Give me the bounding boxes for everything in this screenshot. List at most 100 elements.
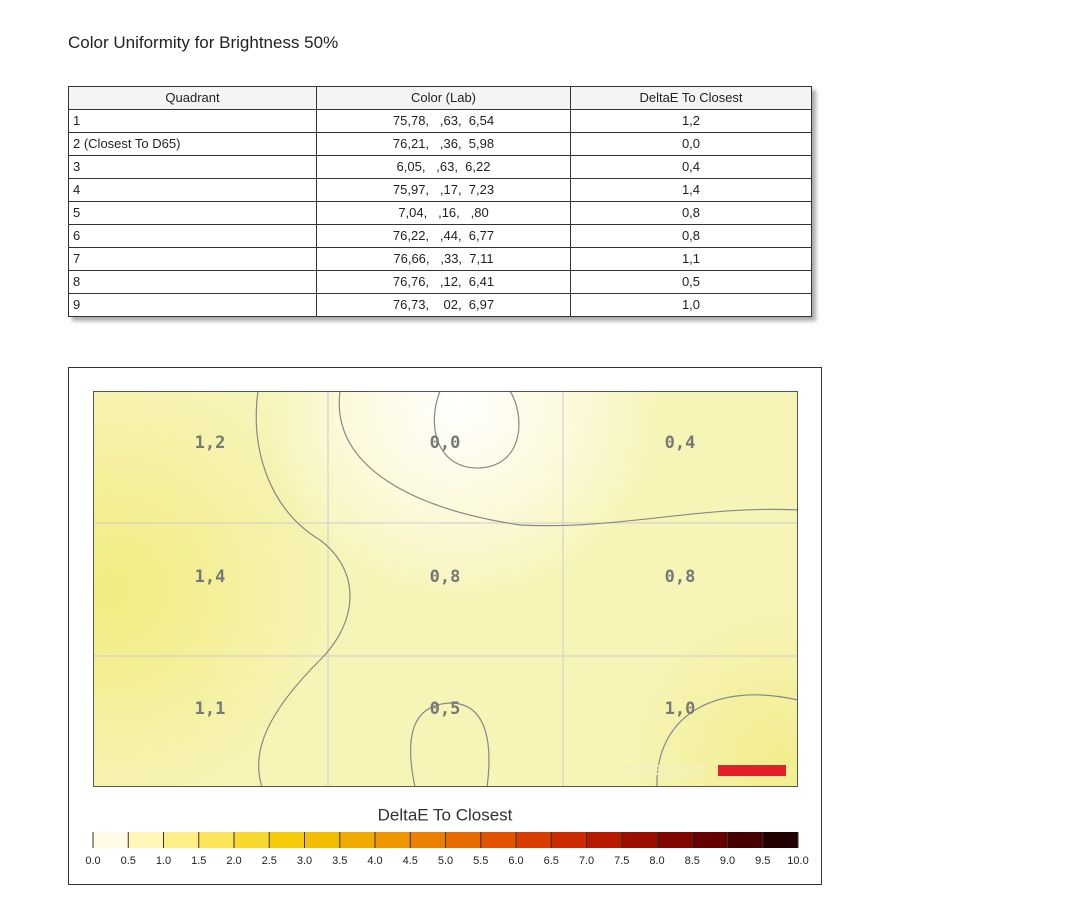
cell-label: 1,4 (195, 567, 226, 587)
shade (93, 391, 798, 787)
cell-label: 0,5 (430, 699, 461, 719)
scale-tick-label: 5.0 (438, 855, 453, 867)
color-bin (128, 832, 164, 848)
color-bin (234, 832, 270, 848)
table-cell: 3 (68, 155, 317, 179)
color-bin (516, 832, 552, 848)
scale-tick-label: 5.5 (473, 855, 488, 867)
scale-tick-label: 4.5 (403, 855, 418, 867)
scale-tick-label: 2.5 (262, 855, 277, 867)
table-row: 8 76,76, ,12, 6,41 0,5 (68, 270, 812, 294)
table-row: 5 7,04, ,16, ,80 0,8 (68, 201, 812, 225)
table-cell: 1,0 (570, 293, 812, 317)
color-bin (304, 832, 341, 848)
color-bin (762, 832, 799, 848)
color-bin (621, 832, 658, 848)
cell-label: 0,8 (430, 567, 461, 587)
table-cell: 76,76, ,12, 6,41 (316, 270, 571, 294)
color-bin (586, 832, 623, 848)
table-cell: 6,05, ,63, 6,22 (316, 155, 571, 179)
table-cell: 76,22, ,44, 6,77 (316, 224, 571, 248)
contour (338, 390, 799, 527)
table-cell: 76,66, ,33, 7,11 (316, 247, 571, 271)
cell-labels: 1,2 0,0 0,4 1,4 0,8 0,8 1,1 0,5 1,0 (195, 433, 696, 719)
scale-tick-label: 1.5 (191, 855, 206, 867)
table-cell: 1,1 (570, 247, 812, 271)
table-row: 3 6,05, ,63, 6,22 0,4 (68, 155, 812, 179)
heatmap-frame (68, 367, 822, 885)
table-cell: 75,97, ,17, 7,23 (316, 178, 571, 202)
table-row: 4 75,97, ,17, 7,23 1,4 (68, 178, 812, 202)
table-cell: 0,8 (570, 224, 812, 248)
table-cell: 0,5 (570, 270, 812, 294)
shade (93, 391, 798, 787)
scale-tick-label: 7.5 (614, 855, 629, 867)
cell-label: 1,2 (195, 433, 226, 453)
cell-label: 0,0 (430, 433, 461, 453)
scale-tick-label: 2.0 (226, 855, 241, 867)
table-cell: 5 (68, 201, 317, 225)
table-row: 2 (Closest To D65) 76,21, ,36, 5,98 0,0 (68, 132, 812, 156)
table-row: 6 76,22, ,44, 6,77 0,8 (68, 224, 812, 248)
color-bin (93, 832, 129, 848)
scale-tick-label: 0.0 (85, 855, 100, 867)
contour (433, 390, 520, 469)
table-row: 9 76,73, 02, 6,97 1,0 (68, 293, 812, 317)
color-bin (692, 832, 728, 848)
contour (410, 702, 490, 788)
color-bin (480, 832, 517, 848)
scale-tick-label: 9.0 (720, 855, 735, 867)
scale-tick-label: 6.0 (508, 855, 523, 867)
table-cell: 6 (68, 224, 317, 248)
table-cell: 8 (68, 270, 317, 294)
column-header: Quadrant (68, 86, 317, 110)
plot-border (93, 391, 798, 787)
page-title: Color Uniformity for Brightness 50% (68, 33, 339, 52)
table-cell: 2 (Closest To D65) (68, 132, 317, 156)
table-header: Quadrant Color (Lab) DeltaE To Closest (68, 86, 812, 110)
scale-tick-label: 7.0 (579, 855, 594, 867)
color-bin (727, 832, 764, 848)
shade (93, 391, 798, 787)
cell-label: 0,4 (665, 433, 696, 453)
color-bin (269, 832, 305, 848)
uniformity-table: Quadrant Color (Lab) DeltaE To Closest 1 75… (68, 86, 812, 317)
table-cell: 4 (68, 178, 317, 202)
scale-tick-label: 9.5 (755, 855, 770, 867)
cell-label: 1,0 (665, 699, 696, 719)
color-bin (410, 832, 446, 848)
scale-tick-label: 3.0 (297, 855, 312, 867)
table-body: 1 75,78, ,63, 6,54 1,2 2 (Closest To D65) 76… (68, 109, 812, 317)
brand-bar (718, 765, 786, 776)
table-cell: 0,4 (570, 155, 812, 179)
color-bin (551, 832, 587, 848)
column-header: Color (Lab) (316, 86, 571, 110)
cell-label: 1,1 (195, 699, 226, 719)
table-cell: 1,2 (570, 109, 812, 133)
scale-tick-label: 10.0 (787, 855, 808, 867)
cell-label: 0,8 (665, 567, 696, 587)
plot-background (93, 391, 798, 787)
color-scale: 0.0 0.5 1.0 1.5 2.0 2.5 3.0 3.5 4.0 4.5 5.0 5.5 6.0 6… (85, 832, 809, 867)
color-bin (657, 832, 693, 848)
grid (93, 391, 798, 787)
brand-logo: datacolor (625, 759, 706, 779)
scale-tick-label: 0.5 (121, 855, 136, 867)
table-cell: 1,4 (570, 178, 812, 202)
color-bin (339, 832, 376, 848)
table-row: 7 76,66, ,33, 7,11 1,1 (68, 247, 812, 271)
table-cell: 0,0 (570, 132, 812, 156)
table-cell: 76,73, 02, 6,97 (316, 293, 571, 317)
scale-tick-label: 8.0 (649, 855, 664, 867)
scale-tick-label: 4.0 (367, 855, 382, 867)
scale-tick-label: 1.0 (156, 855, 171, 867)
scale-tick-label: 6.5 (544, 855, 559, 867)
color-bin (163, 832, 200, 848)
contours (255, 390, 799, 788)
scale-tick-label: 8.5 (685, 855, 700, 867)
scale-tick-label: 3.5 (332, 855, 347, 867)
table-cell: 7 (68, 247, 317, 271)
contour (255, 390, 351, 788)
color-bin (375, 832, 411, 848)
